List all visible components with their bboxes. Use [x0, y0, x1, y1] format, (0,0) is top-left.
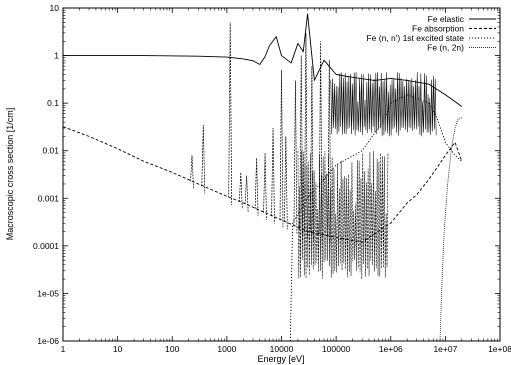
- x-tick-label: 1e+07: [433, 344, 457, 354]
- resonance-band-fe-absorption: [297, 150, 389, 280]
- x-tick-label: 1e+06: [379, 344, 403, 354]
- series-line-fe-n-2n: [439, 117, 463, 341]
- axis-ticks: 1 10 100 1000 10000 100000 1e+06 1e+07 1e+08 1e-0…: [33, 3, 511, 354]
- resonance-peak: [293, 80, 298, 234]
- x-tick-label: 1: [61, 344, 66, 354]
- series-line-fe-absorption: [63, 126, 463, 243]
- legend-label-fe-elastic: Fe elastic: [428, 14, 465, 24]
- y-tick-label: 0.0001: [33, 241, 59, 251]
- resonance-peak: [238, 172, 243, 210]
- y-tick-label: 0.001: [38, 193, 60, 203]
- legend-label-fe-n-n-1st-excited-state: Fe (n, n') 1st excited state: [366, 33, 464, 43]
- x-tick-label: 100000: [322, 344, 351, 354]
- y-tick-label: 0.1: [47, 98, 59, 108]
- resonance-peak: [190, 155, 194, 189]
- resonance-peak: [327, 60, 332, 244]
- resonance-peak: [271, 128, 275, 224]
- resonance-peak: [279, 69, 284, 228]
- resonance-peak: [299, 55, 304, 237]
- resonance-band-fe-elastic: [330, 72, 437, 137]
- x-tick-label: 10: [113, 344, 123, 354]
- y-tick-label: 0.01: [42, 146, 59, 156]
- x-tick-label: 100: [165, 344, 179, 354]
- resonance-peak: [263, 152, 267, 220]
- resonance-peak: [201, 124, 206, 194]
- resonance-peak: [283, 136, 288, 230]
- legend-label-fe-n-2n: Fe (n, 2n): [427, 43, 464, 53]
- y-tick-label: 1e-05: [37, 288, 59, 298]
- y-tick-label: 1: [54, 51, 59, 61]
- x-tick-label: 1000: [217, 344, 236, 354]
- resonance-peak: [228, 22, 233, 206]
- y-tick-label: 1e-06: [37, 336, 59, 346]
- x-tick-label: 1e+08: [488, 344, 511, 354]
- series-line-fe-elastic: [63, 13, 463, 107]
- legend-label-fe-absorption: Fe absorption: [412, 24, 464, 34]
- x-tick-label: 10000: [270, 344, 294, 354]
- x-axis-title: Energy [eV]: [257, 354, 304, 364]
- plot-frame: [62, 7, 501, 342]
- resonance-peak: [244, 175, 249, 212]
- y-tick-label: 10: [50, 3, 60, 13]
- resonance-peak: [254, 158, 259, 217]
- y-axis-title: Macroscopic cross section [1/cm]: [5, 108, 15, 241]
- series-layer: [63, 13, 463, 341]
